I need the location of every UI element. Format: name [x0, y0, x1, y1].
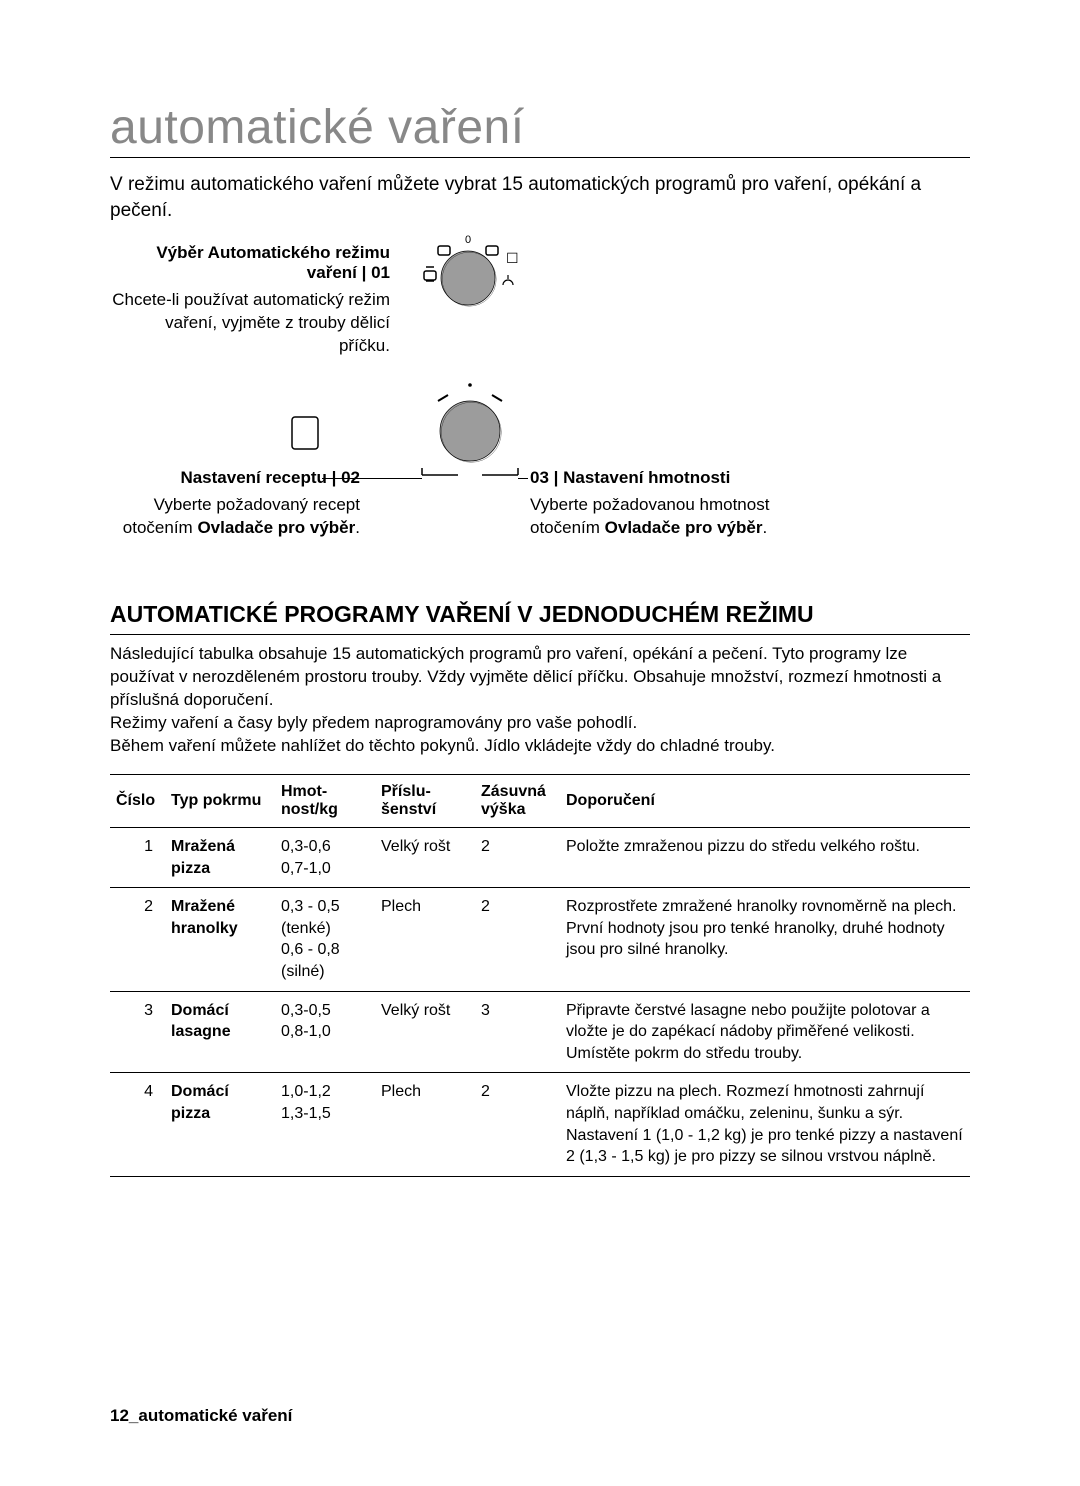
table-header: Zásuvná výška — [475, 774, 560, 827]
section-heading: AUTOMATICKÉ PROGRAMY VAŘENÍ V JEDNODUCHÉ… — [110, 601, 970, 635]
page-title: automatické vaření — [110, 100, 970, 158]
cell-weight: 0,3 - 0,5 (tenké) 0,6 - 0,8 (silné) — [275, 888, 375, 991]
svg-text:0: 0 — [465, 234, 471, 246]
cell-rec: Vložte pizzu na plech. Rozmezí hmotnosti… — [560, 1073, 970, 1176]
cell-acc: Plech — [375, 888, 475, 991]
table-row: 4Domácí pizza1,0-1,2 1,3-1,5Plech2Vložte… — [110, 1073, 970, 1176]
paragraph-3: Během vaření můžete nahlížet do těchto p… — [110, 735, 970, 758]
selector-dial-icon — [410, 373, 530, 483]
step-1-label: Výběr Automatického režimu vaření | 01 — [110, 243, 390, 283]
intro-text: V režimu automatického vaření můžete vyb… — [110, 172, 970, 223]
mode-dial-icon: 0 ☐ — [410, 233, 530, 333]
table-header: Doporučení — [560, 774, 970, 827]
step-2: Nastavení receptu | 02 Vyberte požadovan… — [110, 468, 360, 540]
cell-shelf: 2 — [475, 827, 560, 887]
table-header: Hmot- nost/kg — [275, 774, 375, 827]
cell-shelf: 2 — [475, 888, 560, 991]
cell-shelf: 3 — [475, 991, 560, 1073]
cell-type: Domácí lasagne — [165, 991, 275, 1073]
cell-acc: Velký rošt — [375, 991, 475, 1073]
cell-weight: 0,3-0,5 0,8-1,0 — [275, 991, 375, 1073]
cell-rec: Rozprostřete zmražené hranolky rovnoměrn… — [560, 888, 970, 991]
step-2-post: . — [355, 518, 360, 537]
cell-weight: 0,3-0,6 0,7-1,0 — [275, 827, 375, 887]
cell-rec: Připravte čerstvé lasagne nebo použijte … — [560, 991, 970, 1073]
table-row: 1Mražená pizza0,3-0,6 0,7-1,0Velký rošt2… — [110, 827, 970, 887]
step-3-post: . — [762, 518, 767, 537]
cell-num: 3 — [110, 991, 165, 1073]
paragraph-2: Režimy vaření a časy byly předem naprogr… — [110, 712, 970, 735]
step-2-bold: Ovladače pro výběr — [197, 518, 355, 537]
step-3: 03 | Nastavení hmotnosti Vyberte požadov… — [530, 468, 810, 540]
table-header: Číslo — [110, 774, 165, 827]
cell-type: Mražené hranolky — [165, 888, 275, 991]
table-row: 3Domácí lasagne0,3-0,5 0,8-1,0Velký rošt… — [110, 991, 970, 1073]
paragraph-1: Následující tabulka obsahuje 15 automati… — [110, 643, 970, 712]
cell-num: 2 — [110, 888, 165, 991]
programs-table: ČísloTyp pokrmuHmot- nost/kgPříslu- šens… — [110, 774, 970, 1177]
cell-rec: Položte zmraženou pizzu do středu velkéh… — [560, 827, 970, 887]
cell-type: Domácí pizza — [165, 1073, 275, 1176]
cell-num: 4 — [110, 1073, 165, 1176]
step-3-body: Vyberte požadovanou hmotnost otočením Ov… — [530, 494, 810, 540]
table-header: Typ pokrmu — [165, 774, 275, 827]
cell-weight: 1,0-1,2 1,3-1,5 — [275, 1073, 375, 1176]
step-2-body: Vyberte požadovaný recept otočením Ovlad… — [110, 494, 360, 540]
step-3-bold: Ovladače pro výběr — [605, 518, 763, 537]
cell-acc: Plech — [375, 1073, 475, 1176]
table-header: Příslu- šenství — [375, 774, 475, 827]
step-1: Výběr Automatického režimu vaření | 01 C… — [110, 243, 390, 358]
cell-type: Mražená pizza — [165, 827, 275, 887]
cell-num: 1 — [110, 827, 165, 887]
table-row: 2Mražené hranolky0,3 - 0,5 (tenké) 0,6 -… — [110, 888, 970, 991]
divider-icon — [288, 413, 322, 453]
cell-acc: Velký rošt — [375, 827, 475, 887]
steps-diagram: Výběr Automatického režimu vaření | 01 C… — [110, 243, 970, 583]
step-3-label: 03 | Nastavení hmotnosti — [530, 468, 810, 488]
step-1-body: Chcete-li používat automatický režim vař… — [110, 289, 390, 358]
page-footer: 12_automatické vaření — [110, 1406, 292, 1426]
svg-text:☐: ☐ — [506, 250, 519, 266]
cell-shelf: 2 — [475, 1073, 560, 1176]
step-2-label: Nastavení receptu | 02 — [110, 468, 360, 488]
